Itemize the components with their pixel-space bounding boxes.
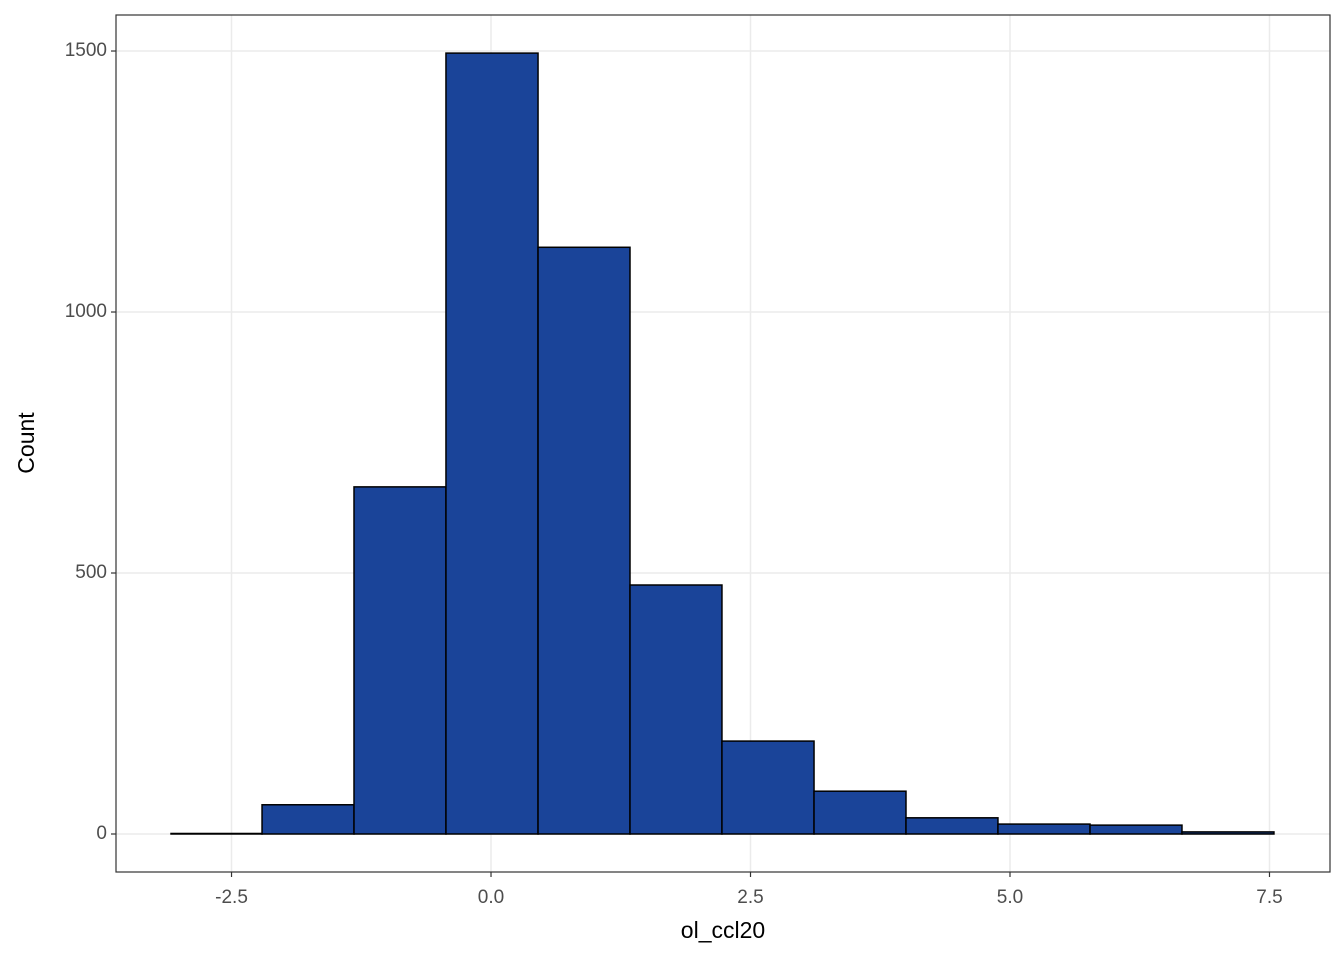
y-tick-label: 1500 (65, 40, 107, 61)
x-tick-label: 7.5 (1256, 887, 1282, 908)
bar (537, 246, 631, 835)
bar (1089, 824, 1183, 835)
y-axis-title: Count (13, 412, 39, 474)
bar (997, 823, 1091, 835)
bar (261, 804, 355, 835)
bar (1181, 831, 1275, 835)
x-axis-title: ol_ccl20 (681, 917, 765, 943)
bar (170, 832, 263, 835)
bar (353, 486, 447, 835)
x-tick-label: 2.5 (737, 887, 763, 908)
y-tick-label: 0 (96, 823, 107, 844)
bar (445, 52, 539, 835)
x-tick-label: 5.0 (997, 887, 1023, 908)
x-tick-label: 0.0 (478, 887, 504, 908)
y-tick-label: 500 (75, 562, 107, 583)
bar (629, 584, 723, 835)
y-tick-label: 1000 (65, 301, 107, 322)
bar (905, 817, 999, 835)
bar (721, 740, 815, 835)
x-tick-label: -2.5 (215, 887, 248, 908)
bar (813, 790, 907, 835)
panel-border (115, 14, 1331, 873)
